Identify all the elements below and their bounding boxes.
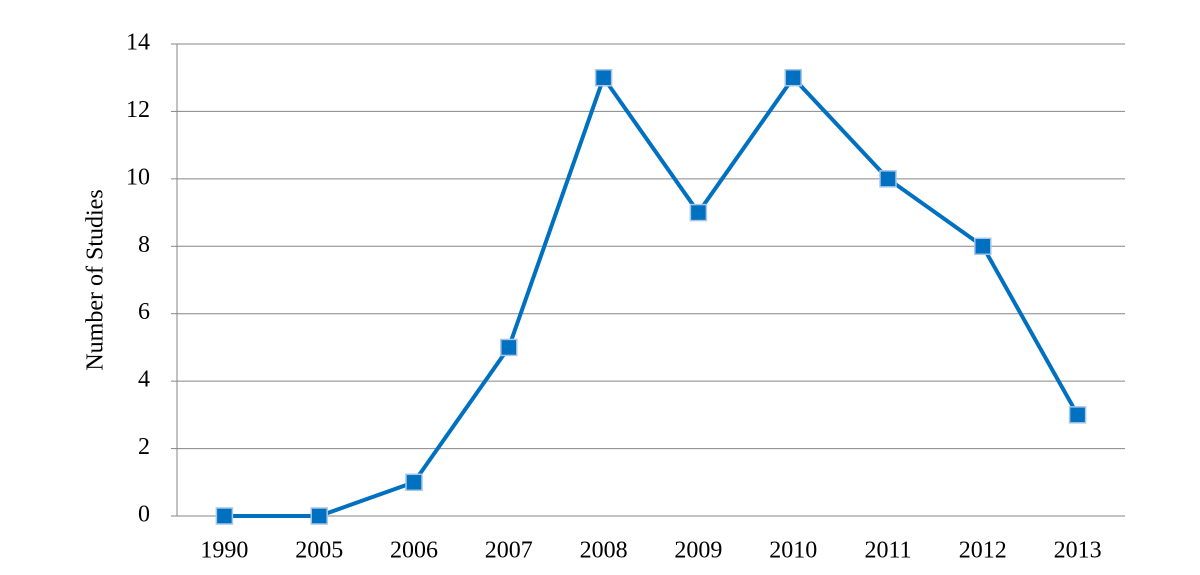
y-tick-label: 2	[138, 434, 150, 460]
marker	[215, 507, 234, 525]
marker	[784, 68, 802, 87]
x-tick-label: 2012	[959, 538, 1007, 564]
x-tick-label: 2005	[295, 538, 343, 564]
x-tick-label: 2013	[1054, 538, 1102, 564]
y-tick-label: 0	[138, 502, 150, 528]
x-tick-label: 2007	[485, 538, 533, 564]
x-tick-label: 1990	[200, 538, 248, 564]
x-tick-label: 2008	[580, 538, 628, 564]
y-axis-label: Number of Studies	[83, 189, 109, 370]
x-tick-label: 2011	[864, 538, 911, 564]
x-tick-label: 2006	[390, 538, 438, 564]
line	[224, 75, 1080, 518]
marker	[974, 237, 992, 256]
y-tick-label: 10	[126, 164, 150, 190]
x-tick-label: 2010	[769, 538, 817, 564]
x-tick-label: 2009	[674, 538, 722, 564]
marker	[1068, 406, 1087, 424]
marker	[879, 170, 897, 188]
y-tick-label: 6	[138, 299, 150, 325]
y-tick-label: 14	[126, 30, 150, 56]
marker	[405, 473, 423, 492]
marker	[594, 68, 613, 87]
marker	[500, 338, 518, 357]
marker	[689, 203, 708, 222]
y-tick-label: 4	[138, 367, 150, 393]
marker	[310, 507, 328, 525]
y-tick-label: 12	[126, 97, 150, 123]
y-tick-label: 8	[138, 232, 150, 258]
